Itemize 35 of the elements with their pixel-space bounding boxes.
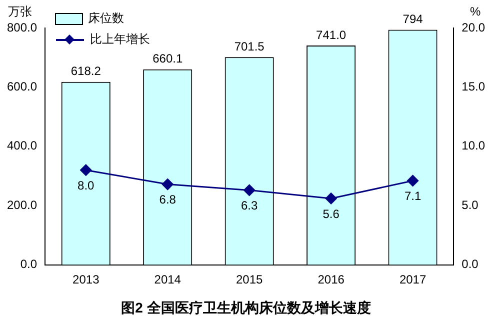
y-tick-label: 600.0 (7, 80, 38, 94)
data-label: 741.0 (316, 28, 346, 42)
text: 图2 全国医疗卫生机构床位数及增长速度 (121, 299, 371, 316)
data-label: 6.3 (240, 198, 258, 213)
x-tick-label: 2014 (154, 272, 182, 286)
y-tick-label: 200.0 (7, 198, 38, 212)
point (244, 184, 256, 196)
x-tick-label: 2017 (399, 272, 426, 286)
x-tick-label: 2015 (236, 272, 264, 286)
x-tick-label: 2013 (72, 272, 100, 286)
y-tick-label: 0.0 (20, 257, 38, 272)
y2-tick-label: 20.0 (462, 20, 486, 34)
y-tick-label: 800.0 (7, 20, 38, 34)
data-label: 8.0 (78, 178, 95, 192)
point (162, 178, 174, 190)
y-axis-title: 万张 (8, 4, 32, 18)
y2-tick-label: 5.0 (462, 198, 479, 212)
point (325, 192, 337, 204)
data-label: 794 (402, 12, 424, 26)
legend-label: 比上年增长 (90, 31, 150, 48)
data-label: 618.2 (70, 64, 102, 78)
data-label: 5.6 (322, 206, 340, 221)
y-tick-label: 400.0 (7, 138, 38, 153)
data-label: 701.5 (234, 39, 265, 54)
point (80, 164, 92, 176)
legend-label: 床位数 (88, 10, 124, 27)
x-tick-label: 2016 (318, 272, 345, 286)
y2-tick-label: 10.0 (462, 138, 486, 153)
data-label: 660.1 (152, 52, 183, 66)
y2-axis-title: % (470, 4, 481, 18)
y2-tick-label: 0.0 (462, 257, 479, 272)
data-label: 7.1 (404, 189, 422, 204)
data-label: 6.8 (159, 192, 176, 207)
y2-tick-label: 15.0 (462, 80, 486, 94)
point (407, 174, 419, 186)
